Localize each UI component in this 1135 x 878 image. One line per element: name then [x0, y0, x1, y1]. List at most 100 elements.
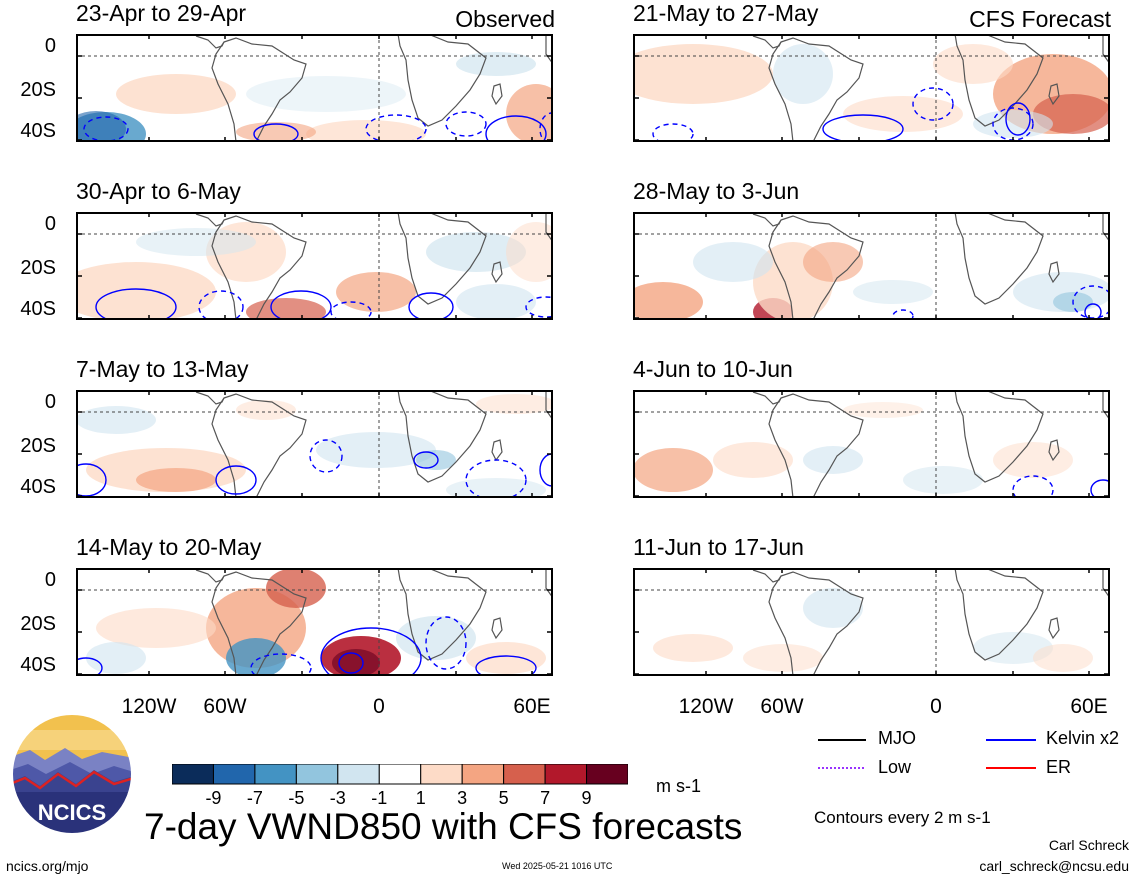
kelvin-contour-negative: [445, 111, 487, 137]
anomaly-shading: [226, 638, 286, 676]
coastline: [768, 393, 864, 498]
colorbar-tick-label: -1: [371, 788, 388, 808]
map-panel: [633, 34, 1110, 142]
coastline: [397, 390, 487, 483]
panel-frame: [633, 568, 1110, 676]
anomaly-shading: [456, 52, 536, 76]
coastline: [768, 571, 864, 676]
map-panel: [76, 390, 553, 498]
anomaly-shading: [903, 466, 983, 494]
panel-frame: [76, 212, 553, 320]
coastline: [545, 34, 553, 66]
anomaly-shading: [973, 110, 1053, 138]
panel-frame: [633, 212, 1110, 320]
kelvin-contour-negative: [250, 653, 312, 676]
coastline: [491, 617, 503, 640]
anomaly-shading: [446, 478, 546, 498]
panel-title: 28-May to 3-Jun: [633, 178, 800, 204]
colorbar-swatch: [586, 764, 628, 785]
colorbar-swatch: [212, 764, 256, 785]
coastline: [954, 390, 1044, 483]
kelvin-contour-positive: [1084, 303, 1102, 320]
anomaly-shading: [633, 282, 703, 320]
coastline: [1102, 390, 1110, 422]
coastline: [1048, 261, 1060, 284]
coastline: [545, 212, 553, 244]
kelvin-contour-positive: [1005, 102, 1031, 136]
cfs-forecast-label: CFS Forecast: [969, 6, 1111, 32]
panel-title: 14-May to 20-May: [76, 534, 262, 560]
kelvin-contour-positive: [408, 292, 454, 320]
kelvin-contour-positive: [76, 657, 103, 676]
kelvin-contour-negative: [912, 87, 954, 121]
x-tick-label: 0: [930, 695, 942, 718]
colorbar-swatch: [544, 764, 588, 785]
colorbar-tick-label: -7: [246, 788, 263, 808]
coastline: [954, 568, 1044, 661]
coastline: [752, 213, 782, 227]
kelvin-contour-positive: [822, 114, 904, 142]
colorbar: [172, 764, 628, 785]
colorbar-swatch: [337, 764, 380, 785]
anomaly-shading: [396, 616, 476, 660]
panel-title: 23-Apr to 29-Apr: [76, 0, 247, 26]
colorbar-tick-label: 1: [415, 788, 426, 808]
colorbar-tick-label: -9: [205, 788, 222, 808]
panel-frame: [76, 568, 553, 676]
footer-email: carl_schreck@ncsu.edu: [979, 858, 1129, 874]
y-tick-label: 0: [44, 213, 56, 235]
legend-kelvin-label: Kelvin x2: [1046, 728, 1120, 748]
legend-mjo-label: MJO: [878, 728, 916, 748]
y-tick-label: 20S: [20, 257, 56, 279]
y-tick-label: 40S: [20, 476, 56, 498]
coastline: [768, 215, 864, 320]
coastline: [752, 35, 782, 49]
y-tick-label: 0: [44, 391, 56, 413]
colorbar-tick-label: -5: [288, 788, 305, 808]
x-tick-label: 120W: [678, 695, 734, 718]
map-panel: [76, 212, 553, 320]
coastline: [954, 212, 1044, 305]
coastline: [195, 569, 225, 583]
kelvin-contour-negative: [525, 296, 553, 318]
kelvin-contour-negative: [892, 309, 914, 320]
panel-frame: [633, 390, 1110, 498]
kelvin-contour-negative: [198, 290, 244, 320]
kelvin-contour-positive: [253, 123, 299, 142]
anomaly-shading: [332, 649, 380, 676]
coastline: [195, 391, 225, 405]
logo-text: NCICS: [38, 800, 106, 825]
panel-title: 7-May to 13-May: [76, 356, 249, 382]
panel-frame: [76, 34, 553, 142]
panel-title: 4-Jun to 10-Jun: [633, 356, 793, 382]
anomaly-shading: [843, 402, 923, 418]
anomaly-shading: [933, 44, 1013, 84]
coastline: [491, 261, 503, 284]
panel-title: 11-Jun to 17-Jun: [633, 534, 804, 560]
coastline: [545, 568, 553, 600]
kelvin-contour-negative: [365, 114, 427, 142]
colorbar-tick-label: -3: [329, 788, 346, 808]
anomaly-shading: [506, 84, 553, 142]
anomaly-shading: [236, 400, 296, 420]
legend: MJO Kelvin x2 Low ER: [818, 728, 1135, 788]
panel-frame: [76, 390, 553, 498]
kelvin-contour-negative: [330, 301, 372, 320]
kelvin-contour-positive: [95, 288, 177, 320]
map-panel: [76, 34, 553, 142]
anomaly-shading: [136, 468, 216, 492]
contour-note: Contours every 2 m s-1: [814, 808, 991, 827]
coastline: [1048, 439, 1060, 462]
coastline: [1048, 617, 1060, 640]
anomaly-shading: [743, 644, 823, 672]
anomaly-shading: [76, 111, 126, 142]
y-tick-label: 40S: [20, 120, 56, 142]
coastline: [195, 213, 225, 227]
anomaly-shading: [246, 76, 406, 112]
map-panel: [76, 568, 553, 676]
colorbar-units: m s-1: [656, 776, 701, 796]
legend-er-label: ER: [1046, 757, 1072, 777]
anomaly-shading: [416, 450, 456, 470]
anomaly-shading: [236, 122, 316, 142]
y-tick-label: 20S: [20, 79, 56, 101]
